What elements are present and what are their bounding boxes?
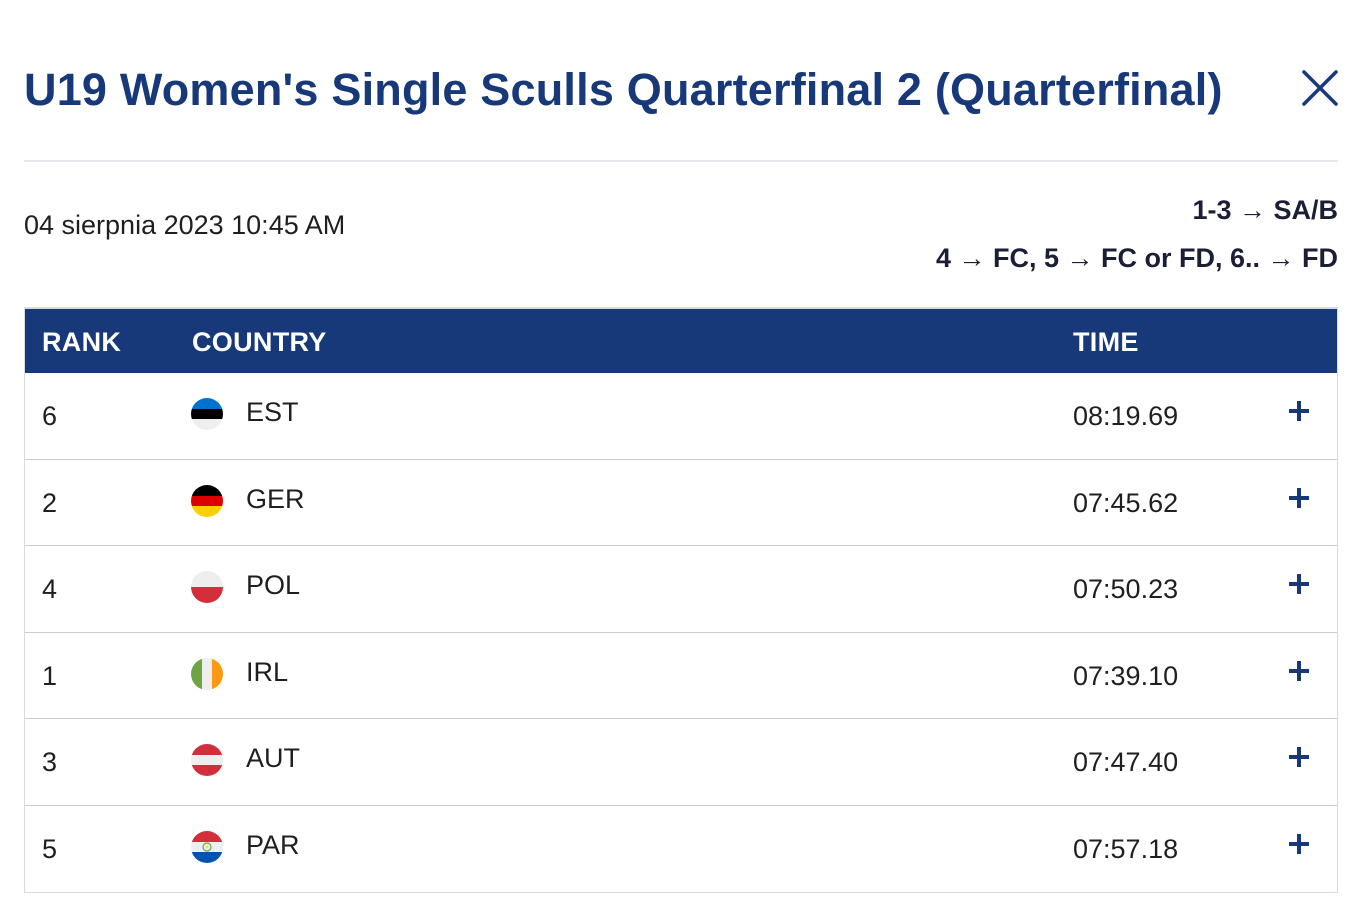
race-date: 04 sierpnia 2023 10:45 AM (24, 210, 346, 240)
plus-icon[interactable] (1287, 399, 1311, 423)
close-icon (1302, 70, 1338, 106)
progression-rule: 4 → FC, 5 → FC or FD, 6.. → FD (935, 243, 1338, 273)
plus-icon[interactable] (1287, 572, 1311, 596)
time-cell: 07:47.40 (1073, 747, 1179, 778)
table-row[interactable]: 2 GER 07:45.62 (25, 458, 1337, 546)
plus-icon[interactable] (1287, 486, 1311, 510)
table-row[interactable]: 5 PAR 07:57.18 (25, 804, 1337, 892)
plus-icon[interactable] (1287, 659, 1311, 683)
close-button[interactable] (1300, 66, 1340, 110)
country-cell: EST (246, 397, 299, 427)
table-row[interactable]: 6 EST 08:19.69 (25, 373, 1337, 459)
country-column-header: COUNTRY (192, 327, 327, 357)
rank-cell: 4 (42, 574, 58, 605)
ireland-flag-icon (191, 657, 223, 690)
estonia-flag-icon (191, 398, 223, 430)
table-body: 6 EST 08:19.69 (25, 373, 1337, 892)
country-cell: POL (246, 570, 301, 601)
time-cell: 08:19.69 (1073, 401, 1179, 431)
rank-cell: 5 (42, 833, 58, 864)
table-row[interactable]: 4 POL 07:50.23 (25, 545, 1337, 632)
table-header: RANK COUNTRY TIME (25, 309, 1337, 373)
rank-cell: 2 (42, 487, 58, 518)
time-cell: 07:57.18 (1073, 833, 1179, 864)
modal-title: U19 Women's Single Sculls Quarterfinal 2… (24, 64, 1223, 115)
time-column-header: TIME (1073, 327, 1139, 357)
rank-cell: 1 (42, 660, 58, 691)
rank-column-header: RANK (42, 327, 122, 357)
time-cell: 07:45.62 (1073, 487, 1179, 518)
table-row[interactable]: 1 IRL 07:39.10 (25, 631, 1337, 719)
race-results-modal: U19 Women's Single Sculls Quarterfinal 2… (24, 0, 1338, 904)
plus-icon[interactable] (1287, 745, 1311, 769)
germany-flag-icon (191, 484, 223, 517)
rank-cell: 6 (42, 401, 58, 431)
country-cell: AUT (246, 743, 300, 774)
country-cell: IRL (246, 656, 289, 687)
plus-icon[interactable] (1287, 832, 1311, 856)
austria-flag-icon (191, 744, 223, 777)
time-cell: 07:50.23 (1073, 574, 1179, 605)
table-row[interactable]: 3 AUT 07:47.40 (25, 718, 1337, 805)
country-cell: PAR (246, 829, 300, 860)
rank-cell: 3 (42, 747, 58, 778)
poland-flag-icon (191, 571, 223, 604)
time-cell: 07:39.10 (1073, 660, 1179, 691)
results-table: RANK COUNTRY TIME 6 EST 08:19.69 (24, 307, 1338, 893)
country-cell: GER (246, 483, 305, 514)
header-divider (24, 160, 1338, 162)
paraguay-flag-icon (191, 830, 223, 863)
progression-rule: 1-3 → SA/B (1192, 195, 1338, 225)
progression-rules: 1-3 → SA/B 4 → FC, 5 → FC or FD, 6.. → F… (936, 186, 1338, 282)
